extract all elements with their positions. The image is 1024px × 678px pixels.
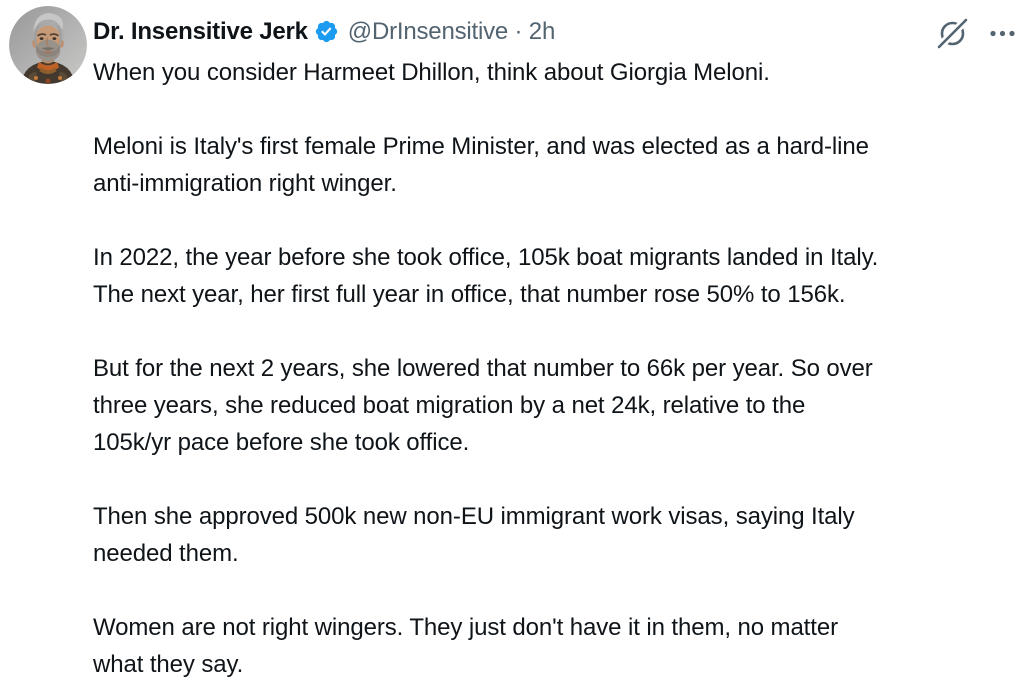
avatar[interactable] — [9, 6, 87, 84]
grok-icon[interactable] — [936, 17, 969, 50]
verified-badge-icon — [314, 19, 339, 44]
more-icon[interactable] — [989, 29, 1016, 38]
author-handle-and-time[interactable]: @DrInsensitive · 2h — [347, 17, 556, 45]
tweet-header: Dr. Insensitive Jerk @DrInsensitive · 2h — [93, 0, 1014, 48]
author-name[interactable]: Dr. Insensitive Jerk — [93, 17, 308, 45]
tweet-text: When you consider Harmeet Dhillon, think… — [93, 59, 879, 678]
tweet-content: Dr. Insensitive Jerk @DrInsensitive · 2h… — [93, 0, 1014, 678]
tweet-actions — [936, 17, 1016, 50]
avatar-image — [9, 6, 87, 84]
